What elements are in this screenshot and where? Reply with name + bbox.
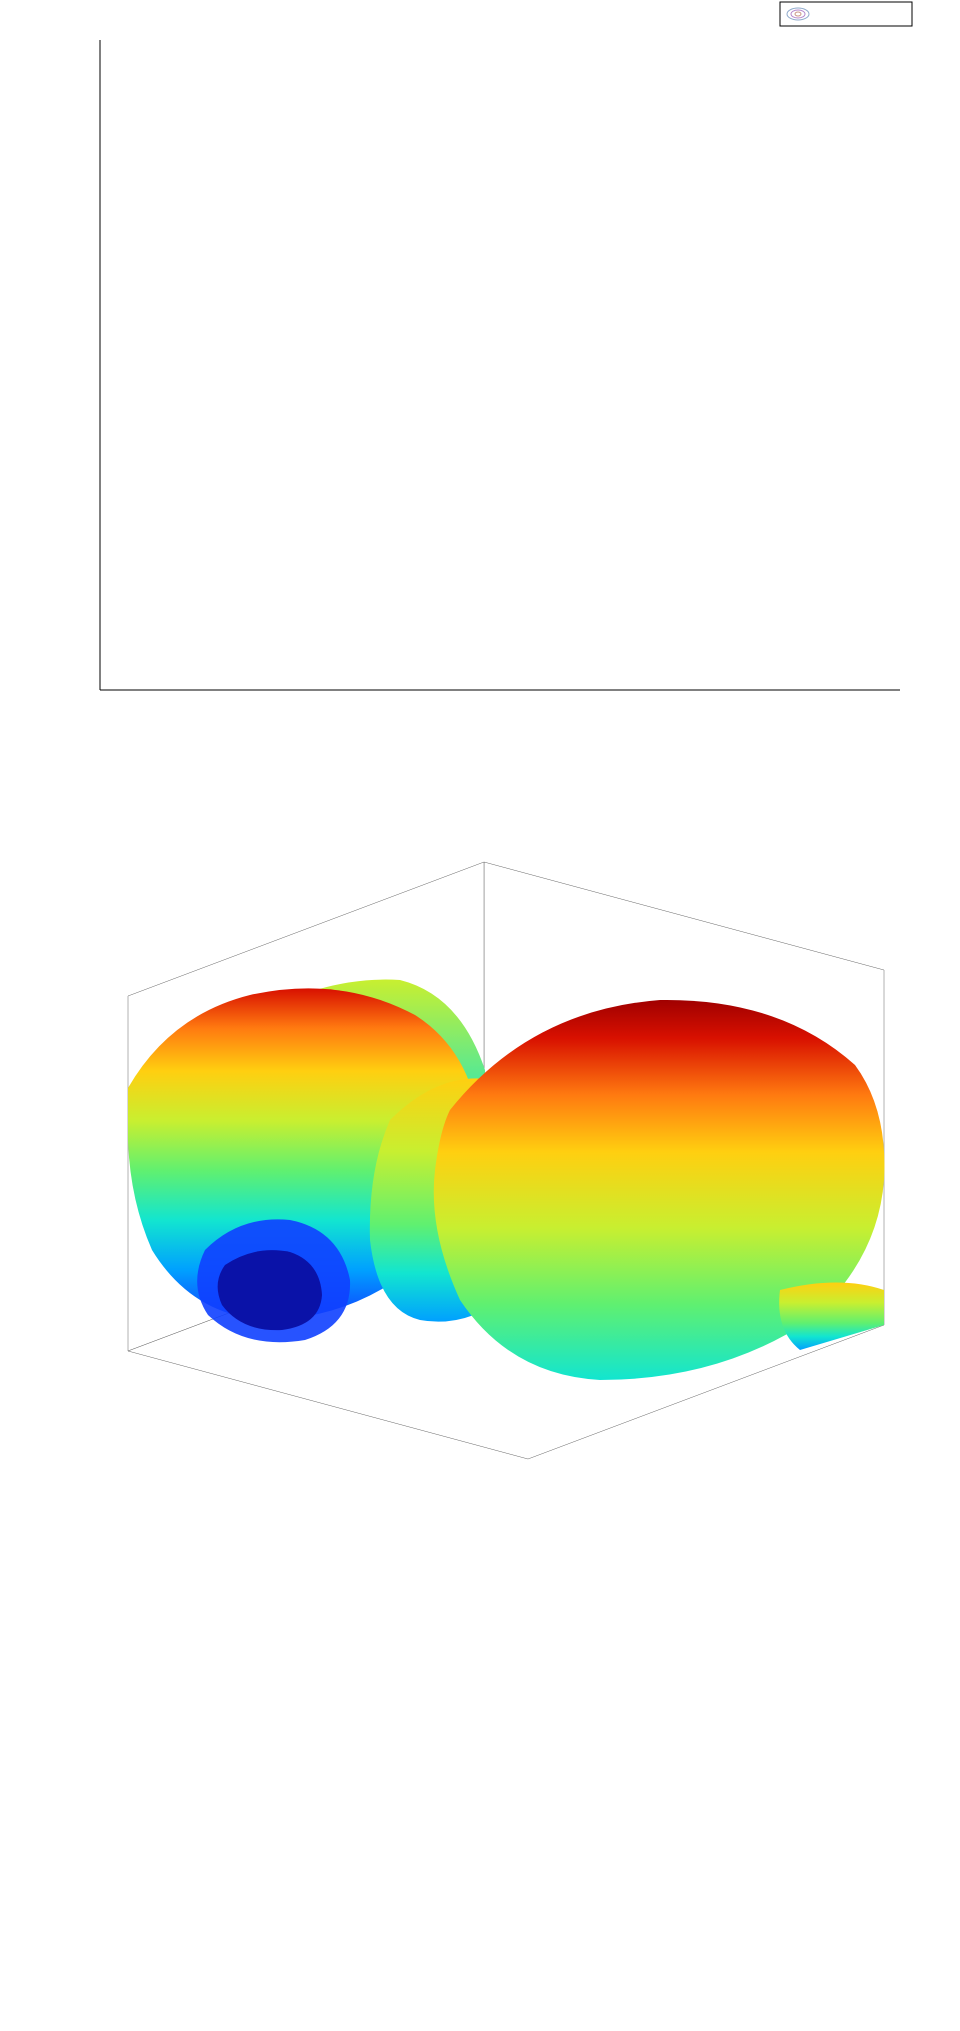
surface-figure bbox=[20, 820, 920, 1580]
contour-svg bbox=[20, 0, 920, 760]
legend-box bbox=[780, 2, 912, 26]
surface-svg bbox=[20, 820, 920, 1580]
contour-figure bbox=[20, 0, 920, 760]
plot-area bbox=[100, 40, 900, 690]
